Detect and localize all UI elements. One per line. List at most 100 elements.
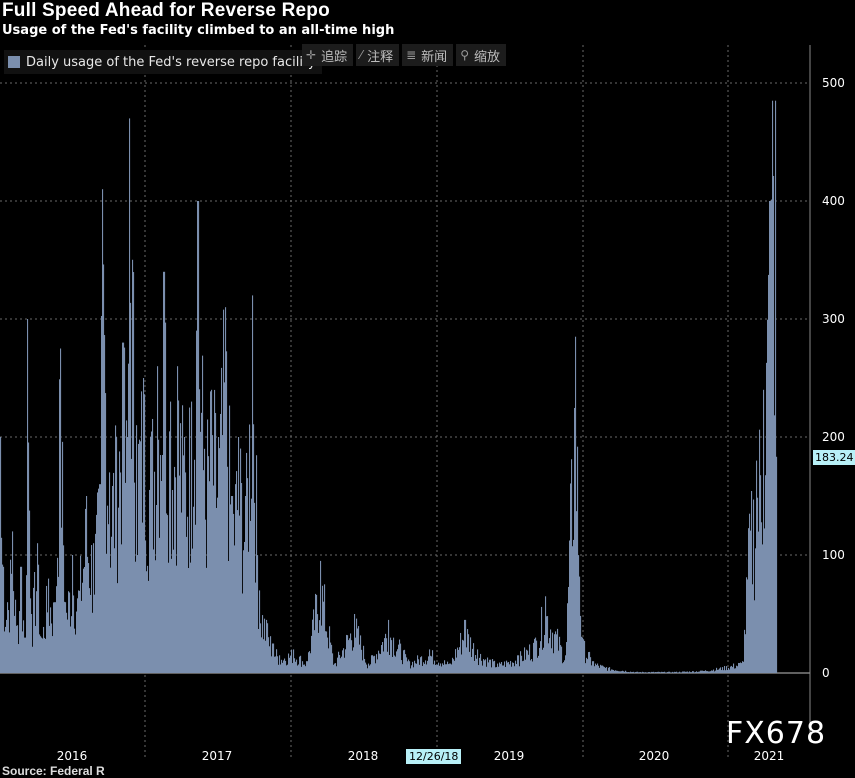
bar (163, 271, 165, 673)
bar (719, 668, 721, 673)
bar (483, 659, 485, 673)
bar (586, 657, 588, 673)
track-button[interactable]: ✛ 追踪 (302, 44, 354, 66)
bar (498, 666, 500, 673)
bar (467, 629, 469, 673)
bar (668, 671, 670, 673)
bar (428, 656, 430, 673)
bar (145, 540, 147, 673)
bar (557, 628, 559, 673)
bar (183, 455, 185, 673)
bar (37, 543, 39, 673)
bar (130, 302, 132, 673)
bar (544, 634, 546, 673)
bar (548, 643, 550, 673)
bar (346, 634, 348, 673)
bar (343, 648, 345, 673)
bar (583, 639, 585, 673)
bar (699, 671, 701, 673)
bar (487, 657, 489, 673)
bar (16, 625, 18, 673)
bar (660, 672, 662, 673)
bar (5, 626, 7, 673)
bar (753, 499, 755, 673)
bar (674, 671, 676, 673)
bar (404, 649, 406, 673)
bar (615, 670, 617, 673)
bar (19, 611, 21, 673)
bar (331, 644, 333, 673)
bar (480, 653, 482, 673)
bar (195, 524, 197, 673)
bar (582, 637, 584, 673)
bar (457, 647, 459, 673)
bar (337, 657, 339, 673)
bar (220, 413, 222, 673)
bar (94, 594, 96, 673)
bar (229, 405, 231, 673)
bar (309, 651, 311, 673)
bar (414, 660, 416, 673)
bar (728, 667, 730, 673)
annotate-button[interactable]: ⁄ 注释 (356, 44, 400, 66)
bar (175, 477, 177, 673)
bar (762, 544, 764, 673)
bar (531, 658, 533, 673)
bar (537, 657, 539, 673)
bar (478, 665, 480, 673)
bar (89, 588, 91, 673)
bar (319, 620, 321, 673)
news-button[interactable]: ≣ 新闻 (402, 44, 454, 66)
bar (553, 653, 555, 673)
bar (397, 649, 399, 673)
bar (164, 271, 166, 673)
bar (241, 483, 243, 673)
bar (272, 643, 274, 673)
bar (517, 655, 519, 673)
bar (412, 661, 414, 673)
bar (632, 671, 634, 673)
bar (366, 664, 368, 673)
zoom-button[interactable]: ⚲ 缩放 (456, 44, 506, 66)
bar (730, 666, 732, 673)
bar (161, 481, 163, 673)
bar (687, 671, 689, 673)
bar (308, 652, 310, 673)
bar (315, 593, 317, 673)
bar (102, 189, 104, 673)
bar (21, 566, 23, 673)
bar (578, 555, 580, 673)
bar (123, 342, 125, 673)
bar (733, 663, 735, 673)
bar (246, 452, 248, 673)
bar (662, 671, 664, 673)
bar (216, 507, 218, 673)
bar (425, 660, 427, 673)
bar (305, 666, 307, 673)
bar (205, 519, 207, 673)
bar (283, 660, 285, 673)
bar (119, 451, 121, 673)
bar (193, 506, 195, 673)
bar (717, 669, 719, 673)
bar (596, 665, 598, 673)
bar (40, 636, 42, 673)
bar (24, 637, 26, 673)
bar (528, 654, 530, 673)
bar (257, 555, 259, 673)
bar (540, 641, 542, 673)
bar (678, 672, 680, 673)
bar (254, 502, 256, 673)
bar (580, 615, 582, 673)
bar (594, 666, 596, 673)
bar (73, 595, 75, 673)
bar (8, 610, 10, 673)
bar (475, 655, 477, 673)
bar (563, 662, 565, 673)
bar (742, 661, 744, 673)
bar (576, 511, 578, 673)
bar (297, 665, 299, 673)
bar (66, 612, 68, 673)
bar (376, 654, 378, 673)
bar (47, 612, 49, 673)
